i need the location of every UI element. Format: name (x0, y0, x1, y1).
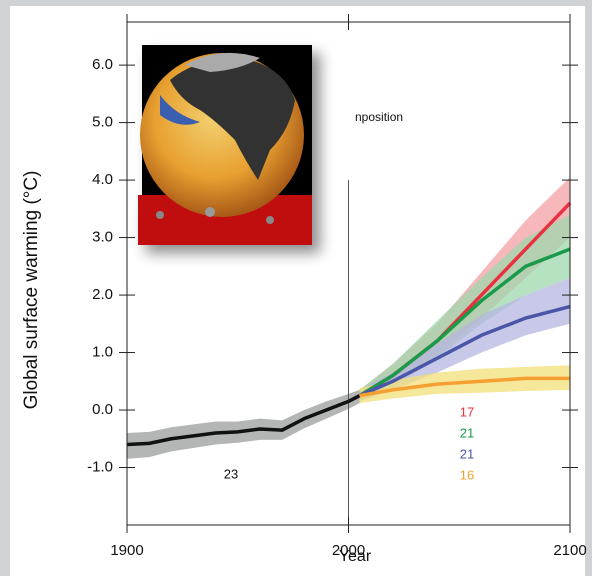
x-tick-label: 2000 (332, 542, 365, 559)
y-axis-label: Global surface warming (°C) (21, 171, 42, 410)
y-tick-label: 6.0 (92, 56, 113, 73)
series-line (359, 376, 570, 398)
plot-area: 23 17 21 21 16 -1.0 0.0 1.0 2.0 3.0 4.0 5.0 6.0 1900 2… (87, 14, 587, 559)
series-line (126, 394, 361, 447)
y-tick-label: 0.0 (92, 401, 113, 418)
y-tick-label: 3.0 (92, 229, 113, 246)
uncertainty-band (359, 177, 570, 402)
annotation: nposition (355, 110, 403, 124)
y-tick-label: 1.0 (92, 344, 113, 361)
y-tick-label: 4.0 (92, 171, 113, 188)
x-axis-label: Year (339, 548, 372, 565)
model-count-label: 21 (460, 446, 474, 461)
uncertainty-band (359, 214, 570, 402)
x-tick-label: 1900 (110, 542, 143, 559)
model-count-label: 17 (460, 404, 474, 419)
y-tick-label: 2.0 (92, 286, 113, 303)
model-count-label: 21 (460, 425, 474, 440)
model-count-label: 23 (224, 466, 238, 481)
globe-inset (138, 45, 312, 245)
series-line (358, 247, 571, 398)
y-tick-label: -1.0 (87, 458, 113, 475)
uncertainty-band (127, 389, 360, 459)
y-tick-label: 5.0 (92, 114, 113, 131)
series-line (358, 304, 571, 398)
model-count-label: 16 (460, 467, 474, 482)
uncertainty-band (359, 365, 570, 404)
x-tick-label: 2100 (553, 542, 586, 559)
